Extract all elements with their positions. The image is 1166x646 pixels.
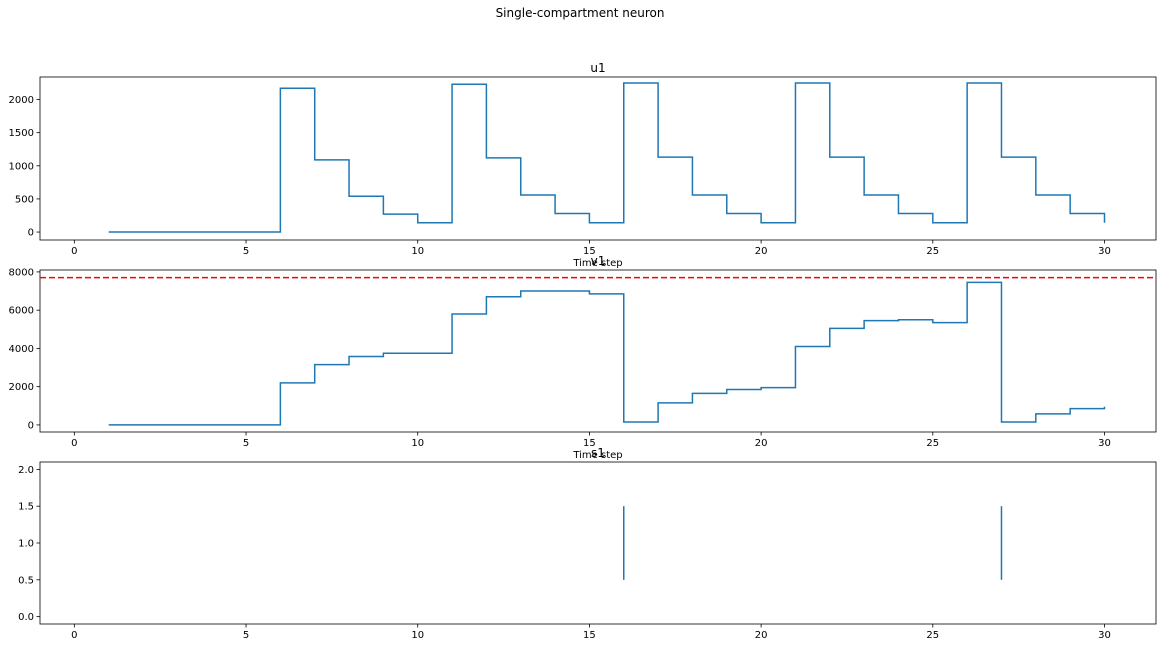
y-tick-label: 6000 bbox=[9, 306, 34, 317]
y-tick-label: 500 bbox=[15, 194, 34, 205]
x-tick-label: 25 bbox=[926, 630, 939, 641]
x-tick-label: 5 bbox=[243, 438, 249, 449]
y-tick-label: 2000 bbox=[9, 382, 34, 393]
x-tick-label: 30 bbox=[1098, 630, 1111, 641]
x-tick-label: 0 bbox=[71, 438, 77, 449]
x-tick-label: 5 bbox=[243, 246, 249, 257]
x-tick-label: 20 bbox=[755, 438, 768, 449]
x-tick-label: 0 bbox=[71, 246, 77, 257]
subplot-title: s1 bbox=[591, 446, 605, 460]
series-line bbox=[108, 281, 1106, 426]
subplot-s1: s1 0 5 10 15 20 25 30 0.0 0.5 1.0 1.5 2.0 bbox=[18, 446, 1157, 641]
x-tick-label: 15 bbox=[583, 630, 596, 641]
x-tick-label: 15 bbox=[583, 438, 596, 449]
y-tick-label: 0.0 bbox=[18, 612, 34, 623]
series-line bbox=[108, 82, 1106, 233]
y-tick-label: 0 bbox=[28, 228, 34, 239]
x-tick-label: 10 bbox=[411, 246, 424, 257]
y-tick-label: 4000 bbox=[9, 344, 34, 355]
y-tick-label: 1.0 bbox=[18, 539, 34, 550]
x-tick-label: 25 bbox=[926, 438, 939, 449]
y-tick-label: 0.5 bbox=[18, 575, 34, 586]
x-axis-label: Time step bbox=[572, 450, 622, 461]
subplot-v1: v1 0 5 10 15 20 25 30 0 2000 4000 6000 8000 Time step bbox=[9, 254, 1157, 461]
figure-suptitle: Single-compartment neuron bbox=[496, 6, 665, 20]
axes-frame bbox=[39, 269, 1157, 433]
y-tick-label: 1500 bbox=[9, 128, 34, 139]
x-tick-label: 30 bbox=[1098, 246, 1111, 257]
x-tick-label: 20 bbox=[755, 630, 768, 641]
x-tick-label: 0 bbox=[71, 630, 77, 641]
y-tick-label: 2000 bbox=[9, 95, 34, 106]
subplot-u1: u1 0 5 10 15 20 25 30 0 500 1000 1500 2000 Time step bbox=[9, 61, 1157, 269]
y-tick-label: 0 bbox=[28, 420, 34, 431]
axes-frame bbox=[39, 76, 1157, 241]
y-tick-label: 1000 bbox=[9, 161, 34, 172]
x-tick-label: 5 bbox=[243, 630, 249, 641]
x-tick-label: 20 bbox=[755, 246, 768, 257]
x-tick-label: 10 bbox=[411, 438, 424, 449]
x-axis-label: Time step bbox=[572, 258, 622, 269]
y-tick-label: 1.5 bbox=[18, 502, 34, 513]
x-tick-label: 15 bbox=[583, 246, 596, 257]
x-tick-label: 25 bbox=[926, 246, 939, 257]
y-tick-label: 2.0 bbox=[18, 465, 34, 476]
subplot-title: u1 bbox=[590, 61, 605, 75]
y-tick-label: 8000 bbox=[9, 267, 34, 278]
subplot-title: v1 bbox=[591, 254, 606, 268]
x-tick-label: 30 bbox=[1098, 438, 1111, 449]
x-tick-label: 10 bbox=[411, 630, 424, 641]
